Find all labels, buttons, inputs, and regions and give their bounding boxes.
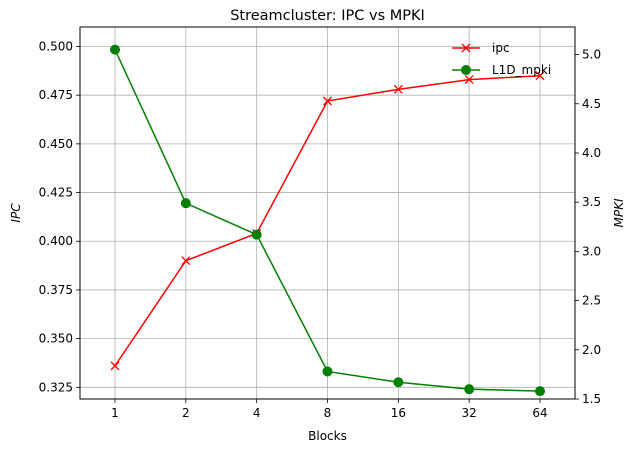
- chart-title: Streamcluster: IPC vs MPKI: [230, 8, 425, 24]
- x-tick-label: 16: [391, 406, 406, 420]
- x-tick-label: 1: [111, 406, 119, 420]
- y2-tick-label: 2.5: [582, 294, 601, 308]
- x-tick-label: 2: [182, 406, 190, 420]
- data-point-L1D_mpki: [251, 229, 262, 240]
- y2-tick-label: 1.5: [582, 392, 601, 406]
- x-tick-label: 64: [532, 406, 547, 420]
- y-tick-label: 0.325: [39, 380, 73, 394]
- y2-tick-label: 5.0: [582, 48, 601, 62]
- marker-stroke: [181, 256, 191, 266]
- data-point-ipc: [181, 256, 191, 266]
- marker-stroke: [393, 84, 403, 94]
- marker-stroke: [110, 361, 120, 371]
- legend-item-ipc: ipc: [452, 41, 510, 55]
- legend-label: L1D_mpki: [492, 63, 551, 77]
- series-layer: [110, 44, 545, 397]
- y2-tick-label: 4.5: [582, 97, 601, 111]
- y-tick-label: 0.375: [39, 283, 73, 297]
- data-point-L1D_mpki: [464, 384, 475, 395]
- y2-tick-label: 3.5: [582, 195, 601, 209]
- x-tick-label: 8: [324, 406, 332, 420]
- data-point-ipc: [323, 96, 332, 106]
- data-point-L1D_mpki: [535, 386, 545, 397]
- marker-stroke: [464, 75, 474, 85]
- grid-layer: [80, 27, 575, 399]
- y-tick-label: 0.475: [39, 88, 73, 102]
- marker-stroke: [535, 71, 545, 81]
- y-tick-label: 0.450: [39, 137, 73, 151]
- y-axis-label: IPC: [9, 203, 23, 223]
- y-tick-label: 0.400: [39, 234, 73, 248]
- legend-label: ipc: [492, 41, 510, 55]
- y-tick-label: 0.500: [39, 39, 73, 53]
- data-point-L1D_mpki: [110, 44, 120, 55]
- data-point-ipc: [535, 71, 545, 81]
- legend-item-L1D_mpki: L1D_mpki: [452, 63, 551, 77]
- legend-marker: [461, 43, 471, 53]
- data-point-ipc: [393, 84, 403, 94]
- y2-tick-label: 2.0: [582, 343, 601, 357]
- data-point-ipc: [464, 75, 474, 85]
- data-point-L1D_mpki: [322, 366, 333, 377]
- y2-axis-label: MPKI: [612, 198, 626, 227]
- marker-stroke: [461, 43, 471, 53]
- legend-marker: [461, 65, 471, 75]
- legend: ipc L1D_mpki: [452, 41, 551, 77]
- y2-tick-label: 3.0: [582, 244, 601, 258]
- x-tick-label: 4: [253, 406, 261, 420]
- data-point-L1D_mpki: [180, 198, 191, 209]
- x-axis-label: Blocks: [308, 429, 347, 443]
- data-point-ipc: [110, 361, 120, 371]
- marker-stroke: [323, 96, 332, 106]
- y2-tick-label: 4.0: [582, 146, 601, 160]
- data-point-L1D_mpki: [393, 377, 404, 388]
- ticks-layer: 1 2 4 8 16 32 64 0.325 0.350 0.375 0.400 0.425 0.450…: [39, 39, 601, 420]
- y-tick-label: 0.425: [39, 186, 73, 200]
- x-tick-label: 32: [462, 406, 477, 420]
- y-tick-label: 0.350: [39, 332, 73, 346]
